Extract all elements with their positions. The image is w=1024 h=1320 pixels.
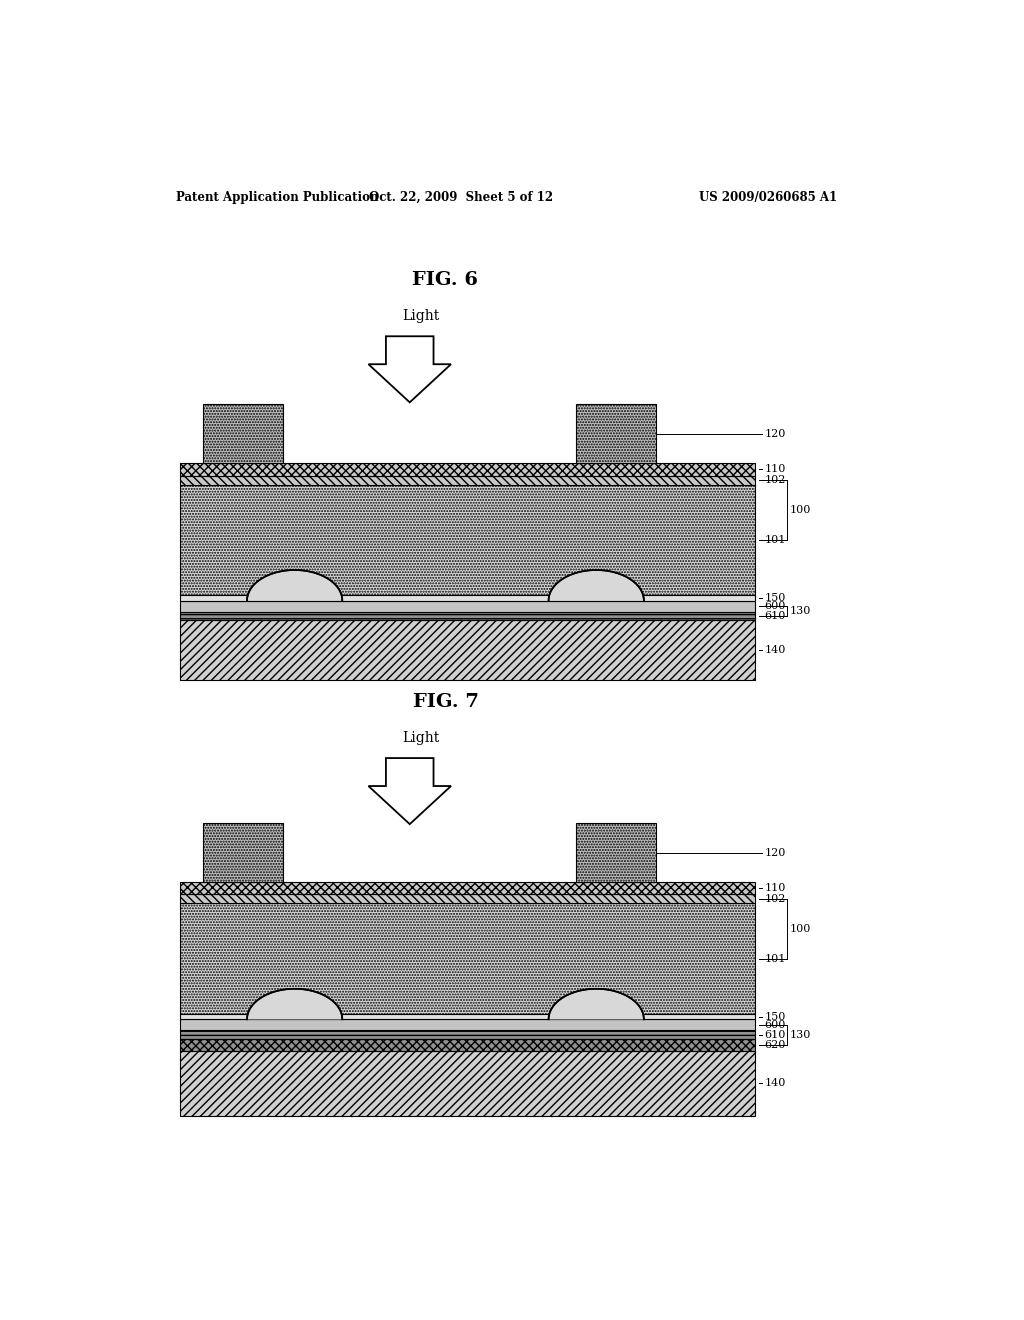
Bar [179, 484, 755, 595]
Text: 120: 120 [765, 429, 785, 438]
Text: 102: 102 [765, 475, 785, 484]
Text: 110: 110 [765, 883, 785, 894]
Text: Patent Application Publication: Patent Application Publication [176, 190, 378, 203]
Text: 130: 130 [790, 606, 811, 616]
Text: 110: 110 [765, 465, 785, 474]
Bar [204, 404, 283, 463]
Text: 140: 140 [765, 1078, 785, 1088]
Bar [179, 903, 755, 1014]
Bar [179, 611, 755, 620]
Bar [179, 475, 755, 484]
Text: 140: 140 [765, 645, 785, 655]
Polygon shape [247, 570, 342, 601]
Text: Light: Light [401, 731, 439, 744]
Bar [179, 1031, 755, 1039]
Text: 610: 610 [765, 611, 785, 620]
Bar [577, 824, 655, 882]
Polygon shape [549, 570, 644, 601]
Text: Oct. 22, 2009  Sheet 5 of 12: Oct. 22, 2009 Sheet 5 of 12 [370, 190, 553, 203]
Text: 120: 120 [765, 847, 785, 858]
Text: 100: 100 [790, 506, 811, 515]
Text: 101: 101 [765, 954, 785, 964]
Text: 150: 150 [765, 593, 785, 603]
Bar [204, 824, 283, 882]
Polygon shape [247, 989, 342, 1019]
Polygon shape [549, 989, 644, 1019]
Bar [577, 404, 655, 463]
Text: 150: 150 [765, 1011, 785, 1022]
Text: 600: 600 [765, 1020, 785, 1030]
Polygon shape [369, 758, 451, 824]
Text: FIG. 6: FIG. 6 [413, 272, 478, 289]
Polygon shape [247, 570, 342, 601]
Text: FIG. 7: FIG. 7 [413, 693, 478, 711]
Text: Light: Light [401, 309, 439, 323]
Bar [179, 1014, 755, 1019]
Bar [179, 894, 755, 903]
Polygon shape [247, 989, 342, 1019]
Bar [179, 1019, 755, 1031]
Polygon shape [549, 570, 644, 601]
Bar [179, 1039, 755, 1051]
Text: 600: 600 [765, 601, 785, 611]
Text: 610: 610 [765, 1030, 785, 1040]
Polygon shape [549, 989, 644, 1019]
Bar [179, 882, 755, 894]
Text: 101: 101 [765, 535, 785, 545]
Text: 102: 102 [765, 894, 785, 904]
Text: 100: 100 [790, 924, 811, 933]
Bar [179, 595, 755, 601]
Text: US 2009/0260685 A1: US 2009/0260685 A1 [699, 190, 838, 203]
Text: 620: 620 [765, 1040, 785, 1049]
Bar [179, 601, 755, 611]
Bar [179, 463, 755, 475]
Bar [179, 620, 755, 680]
Text: 130: 130 [790, 1030, 811, 1040]
Bar [179, 1051, 755, 1115]
Polygon shape [369, 337, 451, 403]
